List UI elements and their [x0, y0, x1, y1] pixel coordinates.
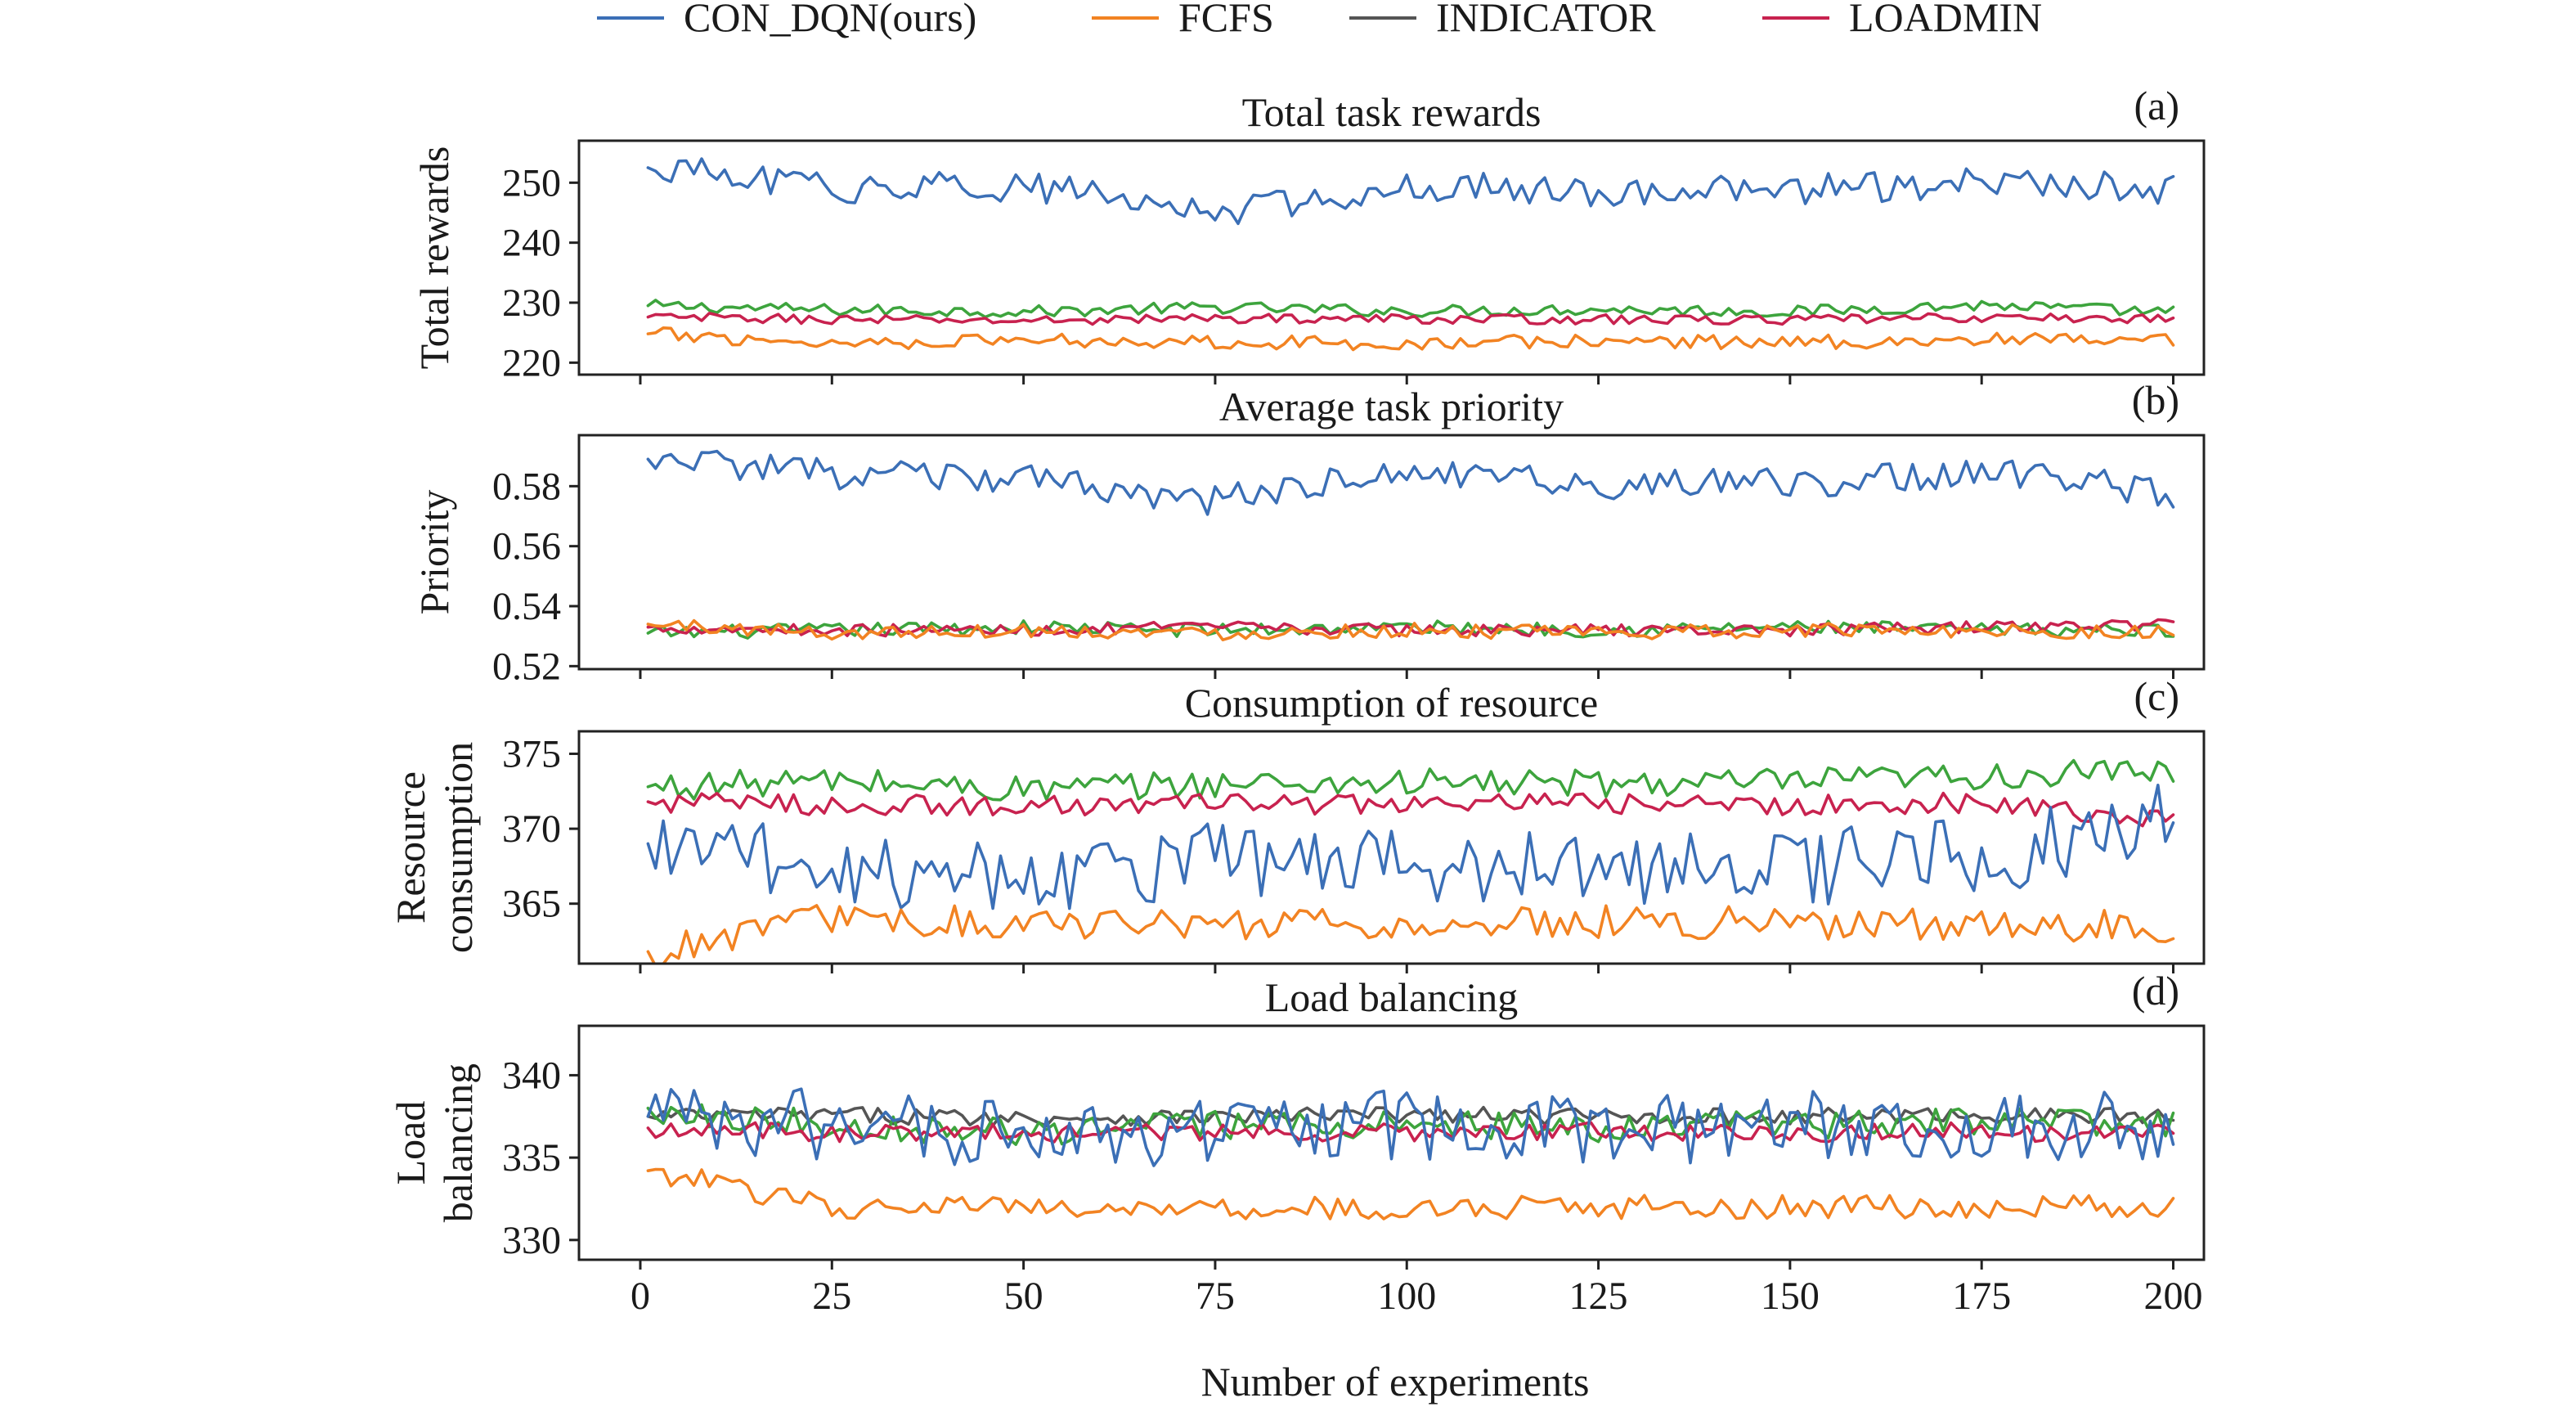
- y-axis-label-line: consumption: [435, 742, 481, 953]
- y-tick-label: 0.52: [492, 645, 561, 688]
- y-axis-label: Priority: [411, 490, 457, 615]
- series-group: [646, 449, 2175, 642]
- panel-letter: (a): [2134, 83, 2180, 128]
- x-tick-label: 50: [1004, 1274, 1043, 1318]
- x-tick-label: 25: [812, 1274, 851, 1318]
- panel-letter: (d): [2132, 968, 2179, 1014]
- panel-3: Consumption of resource (c) Resource consum…: [388, 673, 2206, 973]
- series-line-green: [646, 299, 2175, 319]
- y-tick-label: 365: [502, 883, 561, 926]
- series-line-green: [646, 1103, 2175, 1146]
- series-line-con: [646, 783, 2175, 910]
- plot-frame: [577, 1024, 2206, 1261]
- legend-label-indicator: INDICATOR: [1436, 0, 1656, 40]
- x-tick-label: 175: [1952, 1274, 2011, 1318]
- legend-label-fcfs: FCFS: [1178, 0, 1274, 40]
- plot-frame: [577, 730, 2206, 965]
- panel-title: Consumption of resource: [1185, 680, 1598, 726]
- series-group: [646, 157, 2175, 352]
- series-line-indicator: [646, 1105, 2175, 1127]
- panel-2: Average task priority (b) Priority 0.52 0.54…: [411, 377, 2206, 688]
- x-tick-label: 75: [1196, 1274, 1235, 1318]
- panel-title: Average task priority: [1219, 384, 1564, 429]
- series-line-con: [646, 1087, 2175, 1167]
- y-axis-label: Total rewards: [411, 146, 457, 370]
- y-axis-label: Load balancing: [388, 1063, 481, 1222]
- y-tick-label: 370: [502, 807, 561, 851]
- y-axis-label-line: Priority: [411, 490, 457, 615]
- x-tick-label: 200: [2144, 1274, 2203, 1318]
- series-line-fcfs: [646, 904, 2175, 964]
- y-tick-label: 335: [502, 1136, 561, 1180]
- panel-letter: (c): [2134, 673, 2180, 719]
- y-tick-label: 330: [502, 1219, 561, 1262]
- series-line-fcfs: [646, 1167, 2175, 1220]
- y-tick-label: 230: [502, 281, 561, 325]
- y-axis-label-line: Resource: [388, 771, 433, 924]
- y-axis-label: Resource consumption: [388, 742, 481, 953]
- x-tick-label: 0: [631, 1274, 650, 1318]
- panel-1: Total task rewards (a) Total rewards 220 230…: [411, 83, 2206, 384]
- x-tick-label: 100: [1377, 1274, 1436, 1318]
- y-tick-label: 250: [502, 161, 561, 205]
- y-tick-label: 0.56: [492, 525, 561, 569]
- panel-title: Total task rewards: [1242, 89, 1542, 135]
- y-axis-label-line: Load: [388, 1101, 433, 1185]
- series-line-loadmin: [646, 312, 2175, 326]
- x-tick-label: 150: [1761, 1274, 1820, 1318]
- plot-frame: [577, 139, 2206, 376]
- y-axis-label-line: balancing: [435, 1063, 481, 1222]
- y-tick-label: 0.58: [492, 465, 561, 508]
- y-tick-label: 240: [502, 222, 561, 265]
- series-line-green: [646, 758, 2175, 802]
- plot-frame: [577, 434, 2206, 671]
- panel-letter: (b): [2132, 377, 2179, 423]
- panel-title: Load balancing: [1265, 974, 1519, 1020]
- series-line-con: [646, 449, 2175, 516]
- y-axis-label-line: Total rewards: [411, 146, 457, 370]
- x-tick-label: 125: [1569, 1274, 1628, 1318]
- legend-label-loadmin: LOADMIN: [1849, 0, 2042, 40]
- series-line-fcfs: [646, 618, 2175, 642]
- y-tick-label: 340: [502, 1054, 561, 1097]
- legend-label-con-dqn-ours: CON_DQN(ours): [684, 0, 976, 40]
- series-line-con: [646, 157, 2175, 226]
- panel-4: Load balancing (d) Load balancing 330 335 340 0…: [388, 968, 2206, 1318]
- y-tick-label: 375: [502, 732, 561, 775]
- legend: CON_DQN(ours) FCFS INDICATOR LOADMIN: [597, 0, 2042, 40]
- series-line-loadmin: [646, 1121, 2175, 1144]
- y-tick-label: 220: [502, 341, 561, 384]
- series-group: [646, 1087, 2175, 1220]
- series-line-loadmin: [646, 791, 2175, 828]
- series-line-fcfs: [646, 326, 2175, 352]
- chart-panels: Total task rewards (a) Total rewards 220 230…: [388, 83, 2206, 1318]
- series-group: [646, 758, 2175, 964]
- y-tick-label: 0.54: [492, 585, 561, 628]
- x-axis-label: Number of experiments: [1201, 1359, 1590, 1405]
